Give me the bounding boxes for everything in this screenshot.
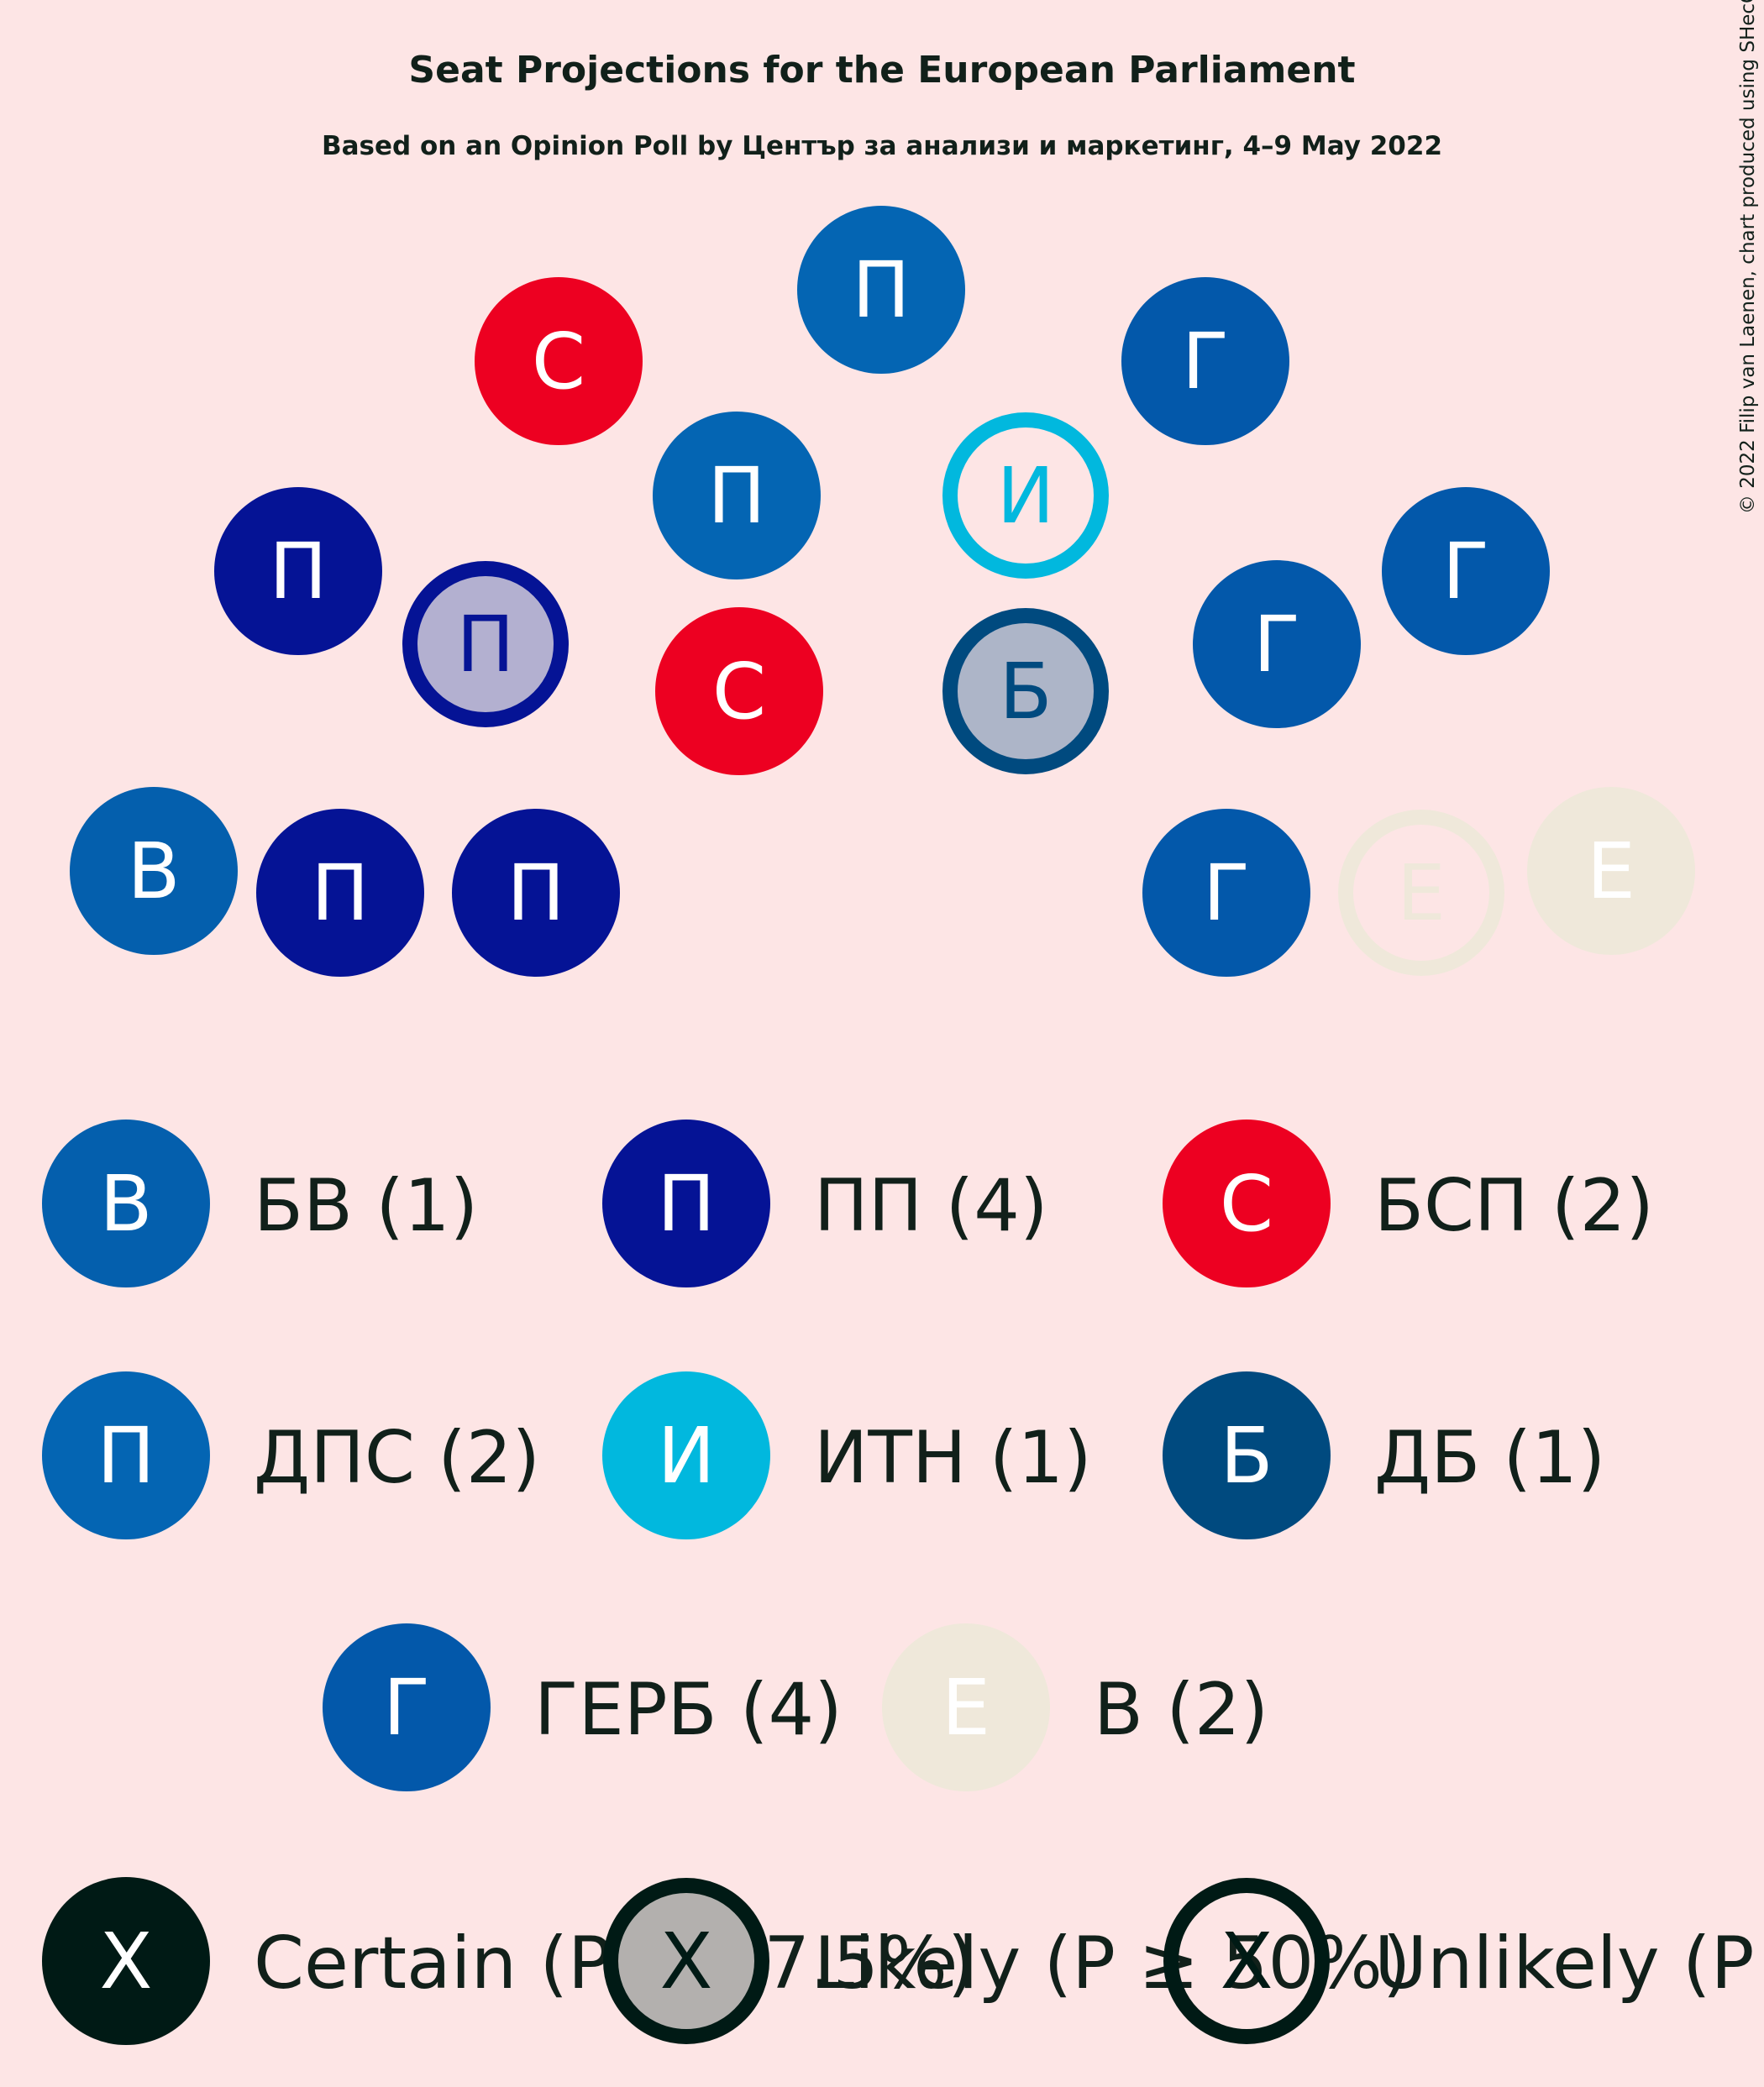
seat-circle (475, 277, 643, 445)
seat-bsp-certain: С (655, 607, 823, 775)
legend-label: БСП (2) (1374, 1164, 1654, 1248)
seat-letter: С (712, 647, 766, 737)
seat-circle (402, 561, 569, 727)
seat-pp-certain: П (452, 809, 620, 977)
legend-label: В (2) (1094, 1668, 1268, 1752)
seat-pp-certain: П (214, 487, 382, 655)
legend-letter: В (99, 1159, 152, 1249)
copyright-text: © 2022 Filip van Laenen, chart produced … (1737, 0, 1759, 514)
legend-item-itn: И ИТН (1) (602, 1371, 1092, 1539)
seat-bv-certain: В (70, 787, 238, 955)
seat-letter: И (997, 451, 1055, 541)
legend-item-pp: П ПП (4) (602, 1120, 1048, 1287)
seat-letter: Е (1587, 826, 1635, 916)
seat-dps-certain: П (797, 206, 965, 374)
legend-letter: Е (942, 1663, 990, 1753)
legend-swatch (602, 1371, 770, 1539)
seat-circle (70, 787, 238, 955)
legend-swatch (42, 1120, 210, 1287)
seat-circle (1193, 560, 1361, 728)
seat-gerb-certain: Г (1142, 809, 1310, 977)
legend-label: ДПС (2) (254, 1416, 540, 1500)
seat-circle (1121, 277, 1289, 445)
seat-bsp-certain: С (475, 277, 643, 445)
legend-label: БВ (1) (254, 1164, 478, 1248)
seat-letter: Г (1253, 600, 1300, 690)
status-swatch (1163, 1878, 1330, 2044)
legend-swatch (323, 1623, 491, 1791)
seat-gerb-certain: Г (1382, 487, 1550, 655)
legend-label: ПП (4) (814, 1164, 1048, 1248)
seat-gerb-certain: Г (1193, 560, 1361, 728)
seat-letter: В (127, 826, 180, 916)
seat-circle (655, 607, 823, 775)
seat-circle (797, 206, 965, 374)
seat-itn-unlikely: И (942, 412, 1109, 579)
seat-letter: Г (1442, 527, 1489, 616)
status-label: Unlikely (P < 50%) (1374, 1922, 1764, 2006)
legend-swatch (882, 1623, 1050, 1791)
legend-letter: П (97, 1411, 155, 1501)
seat-letter: П (311, 848, 369, 938)
seat-letter: П (269, 527, 327, 616)
chart-title: Seat Projections for the European Parlia… (408, 49, 1355, 92)
seat-letter: П (707, 451, 765, 541)
status-letter: X (1220, 1917, 1273, 2006)
legend-swatch (1163, 1120, 1331, 1287)
seat-letter: П (852, 245, 910, 335)
legend-letter: С (1220, 1159, 1273, 1249)
seat-circle (1338, 810, 1504, 976)
chart-subtitle: Based on an Opinion Poll by Център за ан… (322, 131, 1442, 161)
seat-circle (942, 412, 1109, 579)
seat-circle (452, 809, 620, 977)
legend-letter: Б (1220, 1411, 1273, 1501)
seat-letter: С (532, 317, 585, 406)
legend-item-gerb: Г ГЕРБ (4) (323, 1623, 843, 1791)
seat-letter: Г (1203, 848, 1250, 938)
seat-db-likely: Б (942, 608, 1109, 774)
legend-letter: П (657, 1159, 715, 1249)
legend-label: ДБ (1) (1374, 1416, 1605, 1500)
legend-swatch (602, 1120, 770, 1287)
legend-letter: И (658, 1411, 716, 1501)
legend-item-v: Е В (2) (882, 1623, 1268, 1791)
seat-pp-likely: П (402, 561, 569, 727)
status-swatch (603, 1878, 769, 2044)
legend-label: ГЕРБ (4) (534, 1668, 843, 1752)
seat-circle (1142, 809, 1310, 977)
seat-dps-certain: П (653, 412, 821, 579)
seat-letter: Е (1397, 848, 1446, 938)
seat-circle (1527, 787, 1695, 955)
legend-item-dps: П ДПС (2) (42, 1371, 540, 1539)
status-unlikely: X Unlikely (P < 50%) (1163, 1878, 1764, 2044)
seat-circle (214, 487, 382, 655)
status-letter: X (99, 1917, 152, 2006)
seat-circle (256, 809, 424, 977)
status-swatch (42, 1877, 210, 2045)
seat-circle (942, 608, 1109, 774)
seat-gerb-certain: Г (1121, 277, 1289, 445)
seat-v-unlikely: Е (1338, 810, 1504, 976)
seat-letter: П (507, 848, 564, 938)
legend-item-bv: В БВ (1) (42, 1120, 478, 1287)
legend-item-db: Б ДБ (1) (1163, 1371, 1605, 1539)
seat-circle (653, 412, 821, 579)
seats-group: В П П П П С С П П И Б Г Г Г Г Е Е (70, 206, 1695, 977)
legend-swatch (1163, 1371, 1331, 1539)
seat-v-certain: Е (1527, 787, 1695, 955)
legend-swatch (42, 1371, 210, 1539)
legend-label: ИТН (1) (814, 1416, 1092, 1500)
seat-circle (1382, 487, 1550, 655)
status-letter: X (659, 1917, 712, 2006)
party-legend: В БВ (1) П ПП (4) С БСП (2) П ДПС (2) И ИТН (1) Б Д… (42, 1120, 1654, 1791)
seat-pp-certain: П (256, 809, 424, 977)
seat-letter: П (456, 600, 514, 690)
seat-letter: Г (1182, 317, 1229, 406)
legend-letter: Г (383, 1663, 430, 1753)
seat-letter: Б (999, 647, 1052, 737)
legend-item-bsp: С БСП (2) (1163, 1120, 1654, 1287)
